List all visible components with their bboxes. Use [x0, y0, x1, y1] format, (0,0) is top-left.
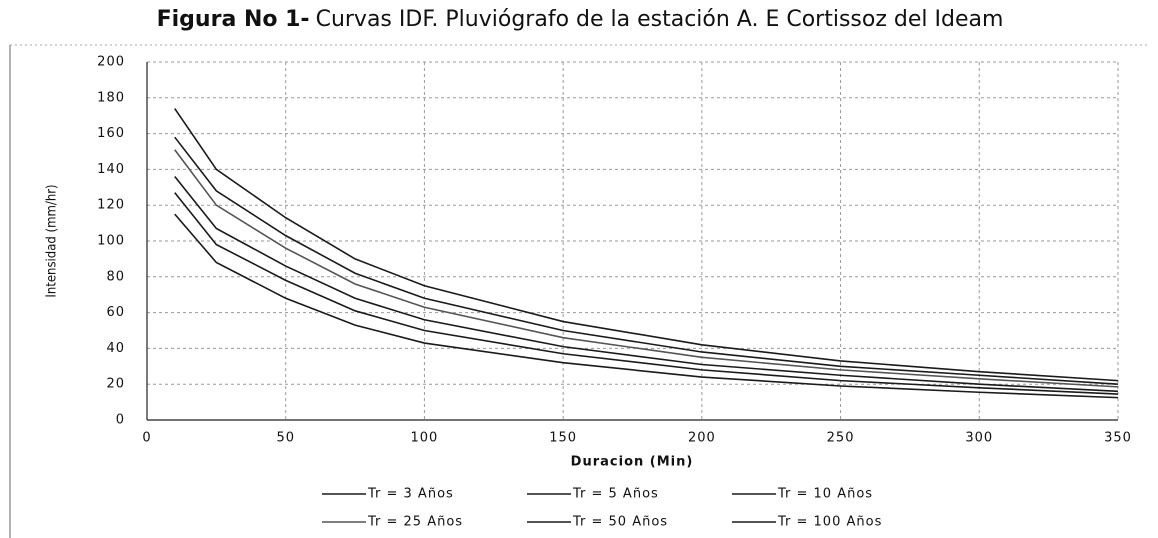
- y-tick-label: 140: [97, 162, 125, 177]
- legend-label: Tr = 10 Años: [777, 487, 873, 502]
- x-tick-label: 250: [827, 431, 855, 446]
- chart-title: Figura No 1- Curvas IDF. Pluviógrafo de l…: [157, 7, 1004, 32]
- y-tick-label: 180: [97, 90, 125, 105]
- legend-label: Tr = 50 Años: [572, 515, 668, 530]
- series-line: [174, 176, 1119, 393]
- y-tick-label: 200: [97, 55, 125, 70]
- x-tick-label: 50: [276, 431, 295, 446]
- y-tick-label: 80: [106, 269, 125, 284]
- y-tick-label: 100: [97, 234, 125, 249]
- series-line: [174, 149, 1119, 388]
- y-tick-label: 20: [106, 377, 125, 392]
- legend-label: Tr = 25 Años: [367, 515, 463, 530]
- x-tick-label: 300: [965, 431, 993, 446]
- x-tick-label: 0: [142, 431, 151, 446]
- y-tick-label: 120: [97, 198, 125, 213]
- series-line: [174, 192, 1119, 395]
- title-text: Curvas IDF. Pluviógrafo de la estación A…: [316, 7, 1004, 32]
- series-line: [174, 213, 1119, 399]
- y-tick-label: 60: [106, 305, 125, 320]
- legend-label: Tr = 5 Años: [572, 487, 659, 502]
- x-tick-label: 100: [411, 431, 439, 446]
- y-tick-label: 40: [106, 341, 125, 356]
- legend-label: Tr = 3 Años: [367, 487, 454, 502]
- y-axis-label: Intensidad (mm/hr): [45, 184, 60, 297]
- series-line: [174, 136, 1119, 385]
- y-tick-label: 160: [97, 126, 125, 141]
- title-prefix: Figura No 1-: [157, 7, 310, 32]
- legend-label: Tr = 100 Años: [777, 515, 882, 530]
- x-tick-label: 350: [1104, 431, 1132, 446]
- x-axis-label: Duracion (Min): [571, 455, 694, 470]
- x-tick-label: 150: [549, 431, 577, 446]
- series-line: [174, 108, 1119, 382]
- x-tick-label: 200: [688, 431, 716, 446]
- y-tick-label: 0: [116, 413, 125, 428]
